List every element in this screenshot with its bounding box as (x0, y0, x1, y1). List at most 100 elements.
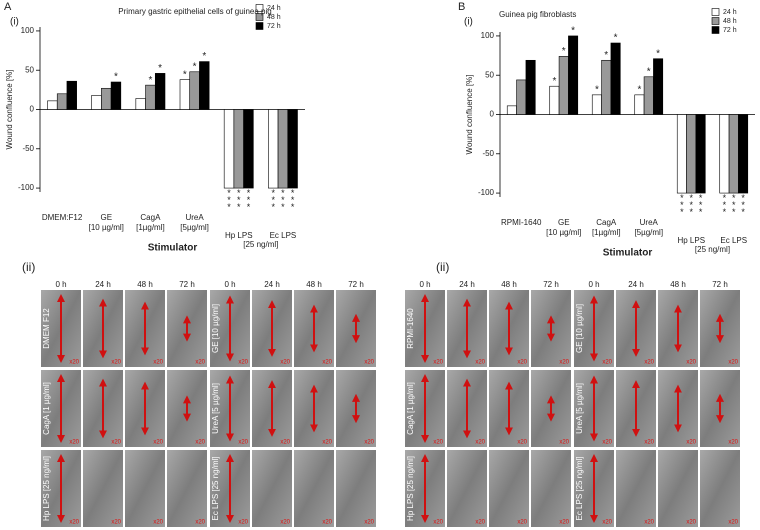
row-label: DMEM F12 (42, 308, 51, 349)
bar (549, 85, 560, 115)
panel-label: (i) (10, 17, 19, 28)
magnification: x20 (111, 440, 121, 446)
bar (516, 79, 527, 115)
panel-label: (ii) (22, 260, 35, 274)
bar (223, 109, 235, 189)
panel-letter: A (4, 1, 12, 13)
bar (101, 87, 112, 110)
bar (610, 42, 621, 115)
magnification: x20 (475, 360, 485, 366)
magnification: x20 (728, 520, 738, 526)
bar (145, 84, 156, 110)
magnification: x20 (364, 520, 374, 526)
row-label: CagA [1 µg/ml] (42, 382, 51, 435)
magnification: x20 (111, 520, 121, 526)
significance: * (552, 76, 556, 87)
chart-title: Primary gastric epithelial cells of guin… (118, 7, 272, 16)
bar (695, 114, 706, 194)
bar (189, 71, 200, 110)
magnification: x20 (69, 360, 79, 366)
y-tick-label: 50 (25, 65, 34, 74)
row-label: CagA [1 µg/ml] (406, 382, 415, 435)
y-tick-label: 100 (481, 31, 495, 40)
y-tick-label: 50 (485, 70, 494, 79)
panel-letter: B (458, 1, 465, 13)
x-axis-label: Stimulator (148, 243, 198, 254)
column-header: 48 h (670, 280, 686, 289)
x-tick-label: GE [10 µg/ml] (89, 213, 124, 232)
x-tick-label: CagA [1µg/ml] (592, 218, 621, 237)
bar (719, 114, 730, 194)
magnification: x20 (364, 360, 374, 366)
y-tick-label: 0 (490, 110, 495, 119)
micrograph (700, 450, 740, 527)
panel-label: (i) (464, 17, 473, 28)
magnification: x20 (111, 360, 121, 366)
significance: * * * (680, 193, 684, 217)
micrograph (616, 450, 656, 527)
y-tick-label: -50 (482, 149, 494, 158)
x-tick-label: UreA [5µg/ml] (634, 218, 663, 237)
column-header: 72 h (179, 280, 195, 289)
bar (634, 94, 645, 115)
legend-swatch (711, 8, 720, 16)
magnification: x20 (322, 440, 332, 446)
bar (268, 109, 279, 189)
magnification: x20 (728, 440, 738, 446)
row-label: UreA [5 µg/ml] (575, 383, 584, 434)
legend-swatch (255, 13, 264, 21)
bar (199, 61, 210, 110)
micrograph (489, 450, 529, 527)
column-header: 0 h (55, 280, 66, 289)
significance: * * * (237, 188, 241, 212)
magnification: x20 (475, 520, 485, 526)
significance: * * * (741, 193, 745, 217)
micrograph (125, 450, 165, 527)
y-tick-label: 100 (21, 26, 35, 35)
significance: * * * (271, 188, 275, 212)
significance: * * * (723, 193, 727, 217)
row-label: UreA [5 µg/ml] (211, 383, 220, 434)
micrograph (167, 450, 207, 527)
bar (653, 58, 664, 115)
significance: * (614, 33, 618, 44)
legend-swatch (711, 26, 720, 34)
legend-swatch (255, 22, 264, 30)
bar (110, 81, 122, 110)
magnification: x20 (559, 440, 569, 446)
bar (91, 95, 102, 110)
bar (243, 109, 254, 189)
bar (728, 114, 739, 194)
group-label: [25 ng/ml] (243, 240, 278, 249)
magnification: x20 (559, 520, 569, 526)
significance: * * * (281, 188, 285, 212)
bar (66, 80, 77, 110)
y-axis-label: Wound confluence [%] (465, 75, 474, 155)
x-tick-label: Hp LPS (677, 236, 705, 245)
bar (506, 105, 517, 115)
significance: * (158, 63, 162, 74)
significance: * * * (689, 193, 693, 217)
magnification: x20 (322, 520, 332, 526)
magnification: x20 (644, 440, 654, 446)
x-tick-label: Hp LPS (225, 231, 253, 240)
row-label: RPMI-1640 (406, 308, 415, 349)
significance: * (202, 51, 206, 62)
y-axis-label: Wound confluence [%] (5, 70, 14, 150)
row-label: Ec LPS [25 ng/ml] (211, 456, 220, 520)
chart-title: Guinea pig fibroblasts (499, 10, 577, 19)
significance: * * * (699, 193, 703, 217)
column-header: 0 h (224, 280, 235, 289)
magnification: x20 (644, 520, 654, 526)
magnification: x20 (475, 440, 485, 446)
magnification: x20 (322, 360, 332, 366)
column-header: 0 h (588, 280, 599, 289)
column-header: 24 h (95, 280, 111, 289)
magnification: x20 (69, 440, 79, 446)
legend-label: 24 h (723, 9, 737, 16)
micrograph (531, 450, 571, 527)
legend-label: 72 h (723, 27, 737, 34)
micrograph (252, 450, 292, 527)
